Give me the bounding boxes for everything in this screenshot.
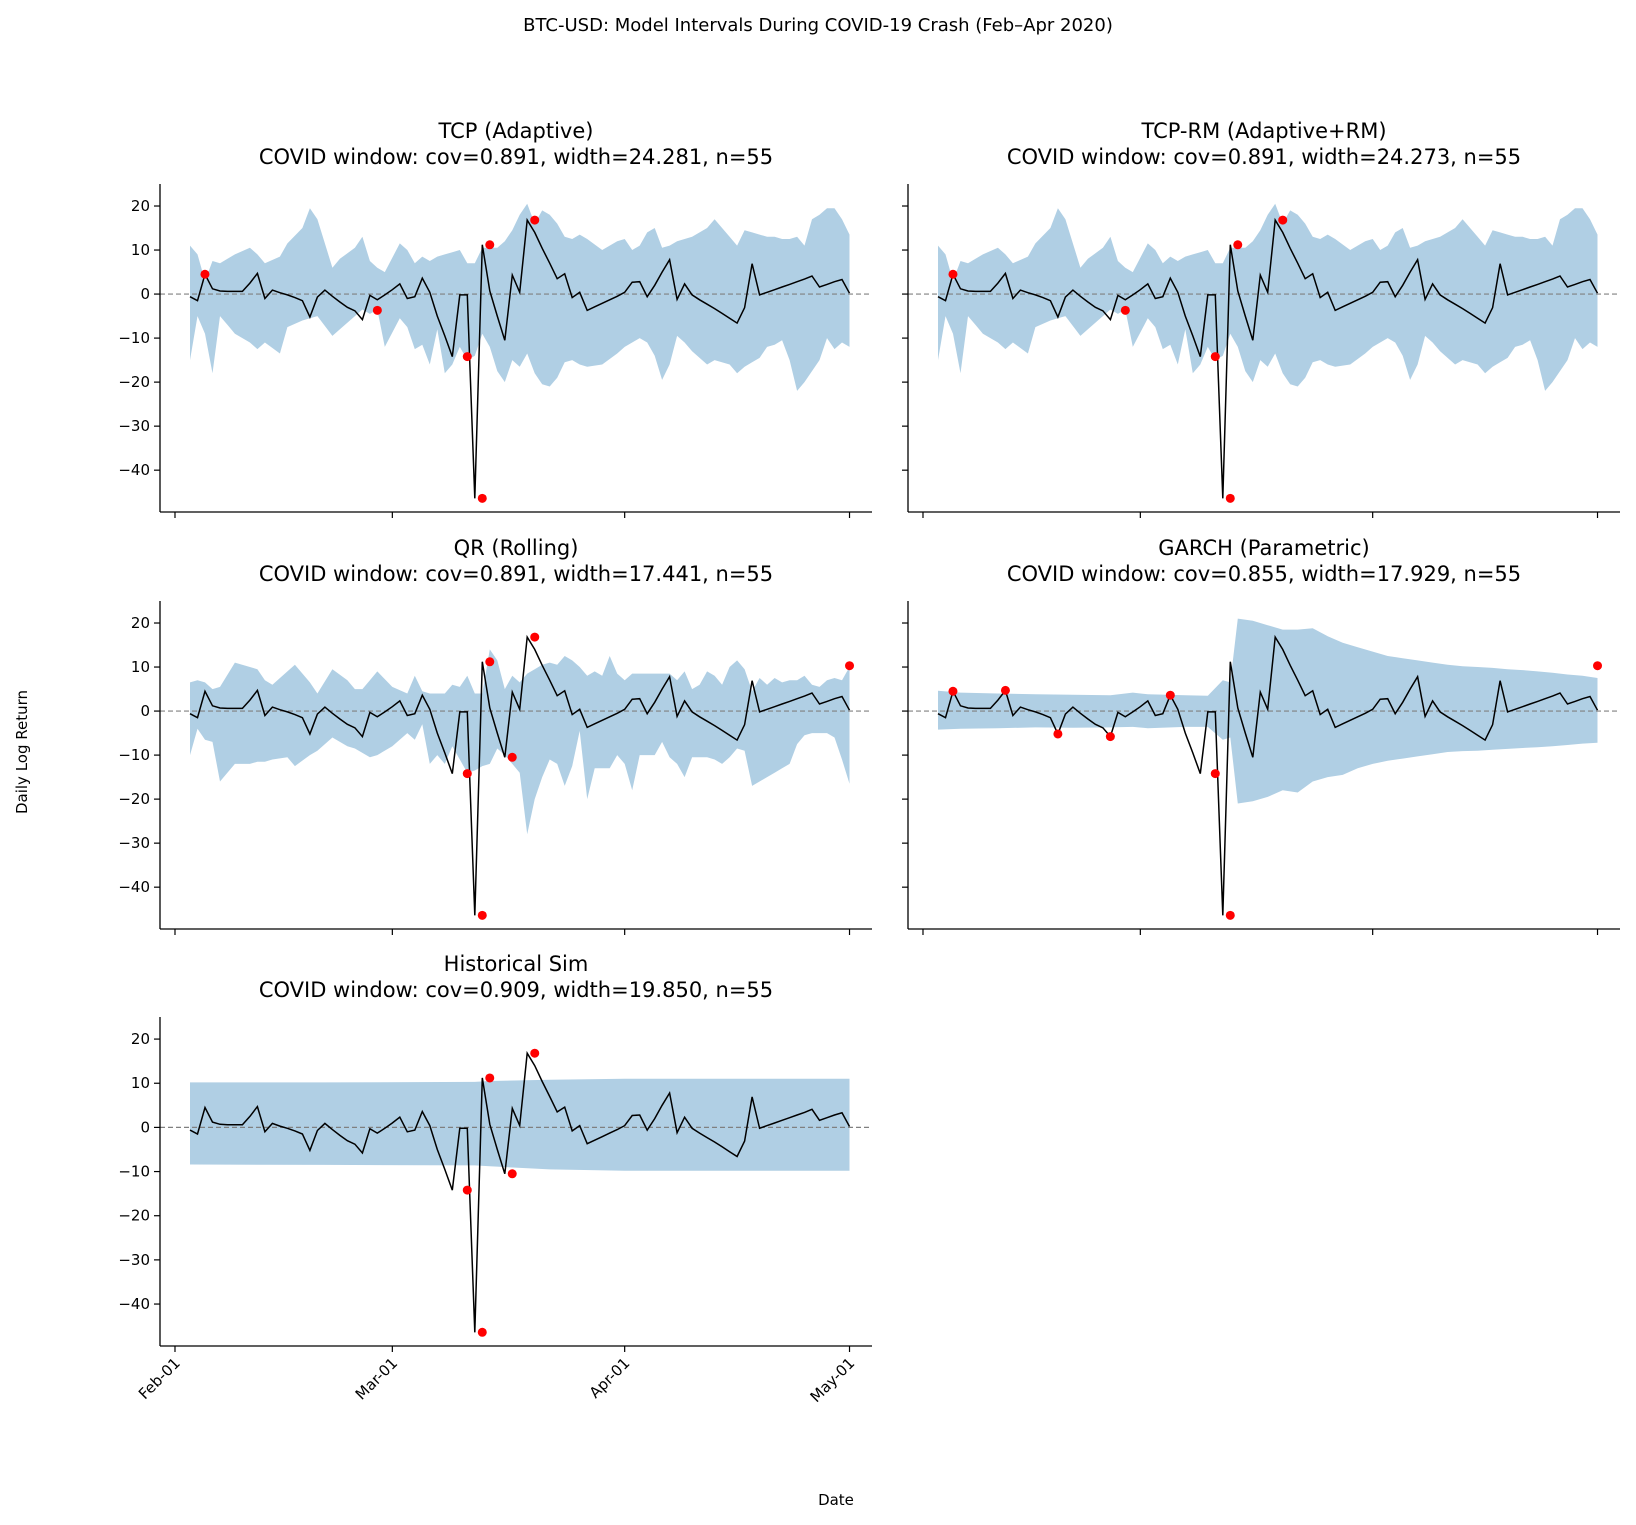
y-tick-label: −20 — [118, 1207, 150, 1225]
interval-band — [190, 649, 850, 835]
miss-point — [462, 1185, 472, 1195]
miss-point — [485, 657, 495, 667]
interval-band — [938, 203, 1598, 391]
miss-point — [530, 1048, 540, 1058]
y-tick-label: 10 — [131, 1074, 150, 1092]
panel-subtitle: COVID window: cov=0.891, width=17.441, n… — [259, 562, 773, 586]
miss-point — [507, 1169, 517, 1179]
y-tick-label: −20 — [118, 373, 150, 391]
miss-point — [372, 305, 382, 315]
y-tick-label: 0 — [140, 1118, 150, 1136]
y-tick-label: −10 — [118, 329, 150, 347]
y-tick-label: −30 — [118, 1251, 150, 1269]
miss-point — [477, 493, 487, 503]
miss-point — [1210, 352, 1220, 362]
figure-ylabel: Daily Log Return — [13, 690, 31, 814]
miss-point — [948, 686, 958, 696]
miss-point — [462, 769, 472, 779]
y-tick-label: 20 — [131, 614, 150, 632]
panel-title: TCP-RM (Adaptive+RM) — [1140, 119, 1386, 143]
x-tick-label: Apr-01 — [586, 1354, 634, 1402]
panel-tcp-adaptive: TCP (Adaptive)COVID window: cov=0.891, w… — [118, 119, 872, 518]
miss-point — [1225, 493, 1235, 503]
miss-point — [1165, 690, 1175, 700]
y-tick-label: 0 — [140, 285, 150, 303]
panel-title: GARCH (Parametric) — [1158, 536, 1369, 560]
return-line — [937, 634, 1599, 916]
miss-point — [1210, 769, 1220, 779]
miss-point — [948, 269, 958, 279]
return-line — [937, 217, 1599, 499]
miss-point — [530, 215, 540, 225]
miss-point — [507, 752, 517, 762]
interval-band — [190, 203, 850, 391]
x-tick-label: Mar-01 — [352, 1354, 401, 1403]
miss-point — [462, 352, 472, 362]
y-tick-label: −40 — [118, 878, 150, 896]
miss-point — [485, 240, 495, 250]
y-tick-label: −30 — [118, 834, 150, 852]
miss-point — [477, 1327, 487, 1337]
figure-suptitle: BTC-USD: Model Intervals During COVID-19… — [523, 15, 1113, 36]
x-tick-label: May-01 — [807, 1354, 859, 1406]
y-tick-label: −10 — [118, 746, 150, 764]
y-tick-label: −40 — [118, 1295, 150, 1313]
y-tick-label: 0 — [140, 702, 150, 720]
miss-point — [1233, 240, 1243, 250]
miss-point — [1105, 732, 1115, 742]
y-tick-label: 20 — [131, 197, 150, 215]
y-tick-label: −20 — [118, 790, 150, 808]
miss-point — [1053, 729, 1063, 739]
miss-point — [1120, 305, 1130, 315]
figure-xlabel: Date — [818, 1491, 854, 1509]
y-tick-label: 10 — [131, 241, 150, 259]
y-tick-label: −40 — [118, 461, 150, 479]
panel-garch: GARCH (Parametric)COVID window: cov=0.85… — [902, 536, 1620, 935]
miss-point — [1593, 661, 1603, 671]
miss-point — [1225, 910, 1235, 920]
y-tick-label: −10 — [118, 1163, 150, 1181]
y-tick-label: −30 — [118, 417, 150, 435]
panel-title: QR (Rolling) — [454, 536, 579, 560]
return-line — [189, 217, 851, 499]
panel-subtitle: COVID window: cov=0.891, width=24.273, n… — [1007, 145, 1521, 169]
miss-point — [845, 661, 855, 671]
miss-point — [530, 632, 540, 642]
miss-point — [477, 910, 487, 920]
miss-point — [1278, 215, 1288, 225]
return-line — [189, 634, 851, 916]
panel-title: TCP (Adaptive) — [438, 119, 594, 143]
panel-title: Historical Sim — [444, 952, 589, 976]
x-tick-label: Feb-01 — [135, 1354, 184, 1403]
y-tick-label: 20 — [131, 1030, 150, 1048]
miss-point — [200, 269, 210, 279]
miss-point — [1000, 685, 1010, 695]
panel-subtitle: COVID window: cov=0.891, width=24.281, n… — [259, 145, 773, 169]
y-tick-label: 10 — [131, 658, 150, 676]
panel-tcp-rm: TCP-RM (Adaptive+RM)COVID window: cov=0.… — [902, 119, 1620, 518]
panel-subtitle: COVID window: cov=0.909, width=19.850, n… — [259, 978, 773, 1002]
panel-subtitle: COVID window: cov=0.855, width=17.929, n… — [1007, 562, 1521, 586]
miss-point — [485, 1073, 495, 1083]
return-line — [189, 1050, 851, 1333]
panel-qr-rolling: QR (Rolling)COVID window: cov=0.891, wid… — [118, 536, 872, 935]
